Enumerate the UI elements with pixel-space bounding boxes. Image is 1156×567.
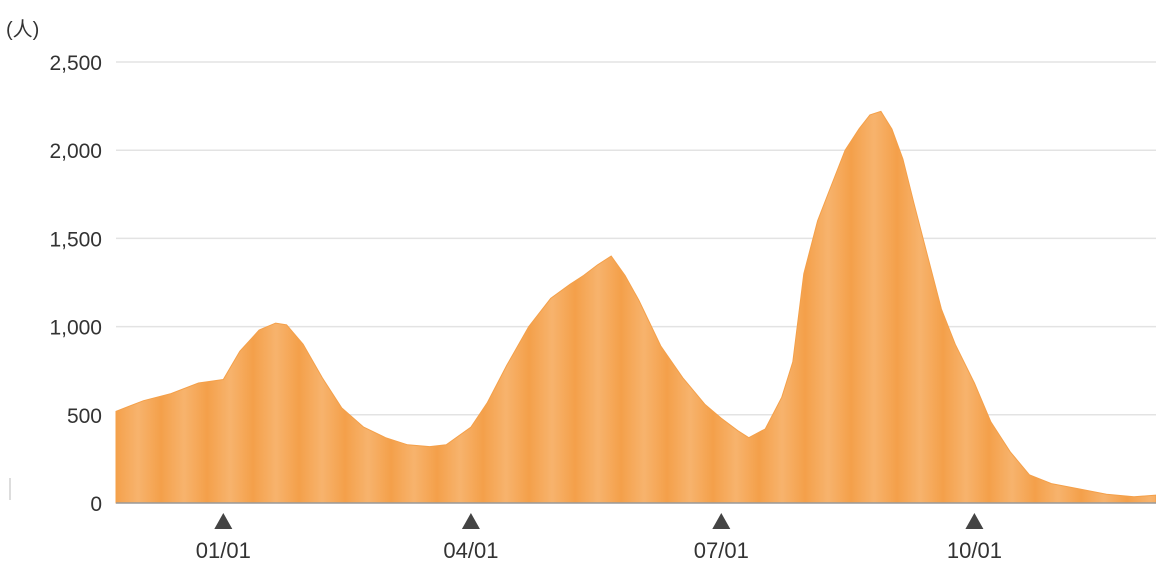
y-tick-label: 0 <box>90 493 102 516</box>
x-tick-label: 04/01 <box>443 538 498 562</box>
area-series <box>115 110 1156 504</box>
x-tick-label: 01/01 <box>196 538 251 562</box>
y-tick-label: 500 <box>67 405 102 428</box>
x-tick-label: 07/01 <box>694 538 749 562</box>
x-tick-marker-icon <box>461 513 480 529</box>
x-tick-marker-icon <box>712 513 731 529</box>
x-tick-label: 10/01 <box>947 538 1002 562</box>
y-tick-label: 1,000 <box>49 317 102 340</box>
y-axis-unit-label: (人) <box>6 18 39 41</box>
x-tick-marker-icon <box>214 513 233 529</box>
y-tick-label: 2,500 <box>49 52 102 75</box>
y-tick-label: 1,500 <box>49 228 102 251</box>
x-tick-marker-icon <box>965 513 984 529</box>
y-tick-label: 2,000 <box>49 140 102 163</box>
